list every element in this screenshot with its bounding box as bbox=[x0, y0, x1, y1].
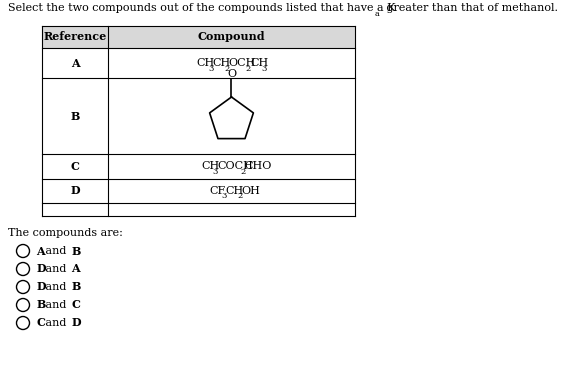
Text: 3: 3 bbox=[213, 168, 218, 176]
Text: D: D bbox=[36, 282, 46, 292]
Text: greater than that of methanol.: greater than that of methanol. bbox=[383, 3, 558, 13]
Text: CHO: CHO bbox=[244, 161, 272, 171]
Text: Select the two compounds out of the compounds listed that have a K: Select the two compounds out of the comp… bbox=[8, 3, 396, 13]
Text: C: C bbox=[70, 161, 80, 172]
Text: OCH: OCH bbox=[229, 58, 256, 68]
Text: C: C bbox=[71, 299, 80, 311]
Text: O: O bbox=[227, 69, 236, 79]
Text: A: A bbox=[71, 263, 80, 275]
Text: Reference: Reference bbox=[43, 32, 107, 43]
Text: and: and bbox=[42, 264, 70, 274]
Text: 2: 2 bbox=[237, 192, 243, 200]
Text: and: and bbox=[42, 318, 70, 328]
Text: A: A bbox=[36, 246, 45, 256]
Text: COCH: COCH bbox=[217, 161, 253, 171]
Text: B: B bbox=[70, 111, 80, 121]
Text: D: D bbox=[70, 185, 80, 196]
Text: A: A bbox=[71, 58, 79, 69]
Text: D: D bbox=[71, 318, 81, 328]
Text: 2: 2 bbox=[240, 168, 246, 176]
Text: B: B bbox=[36, 299, 46, 311]
Text: B: B bbox=[71, 282, 80, 292]
Text: OH: OH bbox=[241, 186, 261, 196]
Text: CH: CH bbox=[226, 186, 244, 196]
FancyBboxPatch shape bbox=[42, 26, 355, 48]
Text: CH: CH bbox=[213, 58, 231, 68]
Text: 3: 3 bbox=[209, 65, 214, 72]
Text: CH: CH bbox=[197, 58, 215, 68]
Text: 3: 3 bbox=[222, 192, 227, 200]
Text: Compound: Compound bbox=[197, 32, 265, 43]
Text: and: and bbox=[42, 246, 70, 256]
Text: The compounds are:: The compounds are: bbox=[8, 228, 123, 238]
Text: D: D bbox=[36, 263, 46, 275]
Text: and: and bbox=[42, 282, 70, 292]
Text: CH: CH bbox=[201, 161, 219, 171]
Text: B: B bbox=[71, 246, 80, 256]
Text: and: and bbox=[42, 300, 70, 310]
Text: 2: 2 bbox=[246, 65, 251, 72]
Text: 2: 2 bbox=[224, 65, 230, 72]
Text: a: a bbox=[374, 10, 380, 17]
Text: CH: CH bbox=[250, 58, 268, 68]
Text: 3: 3 bbox=[262, 65, 267, 72]
Text: C: C bbox=[36, 318, 45, 328]
Text: CF: CF bbox=[210, 186, 226, 196]
